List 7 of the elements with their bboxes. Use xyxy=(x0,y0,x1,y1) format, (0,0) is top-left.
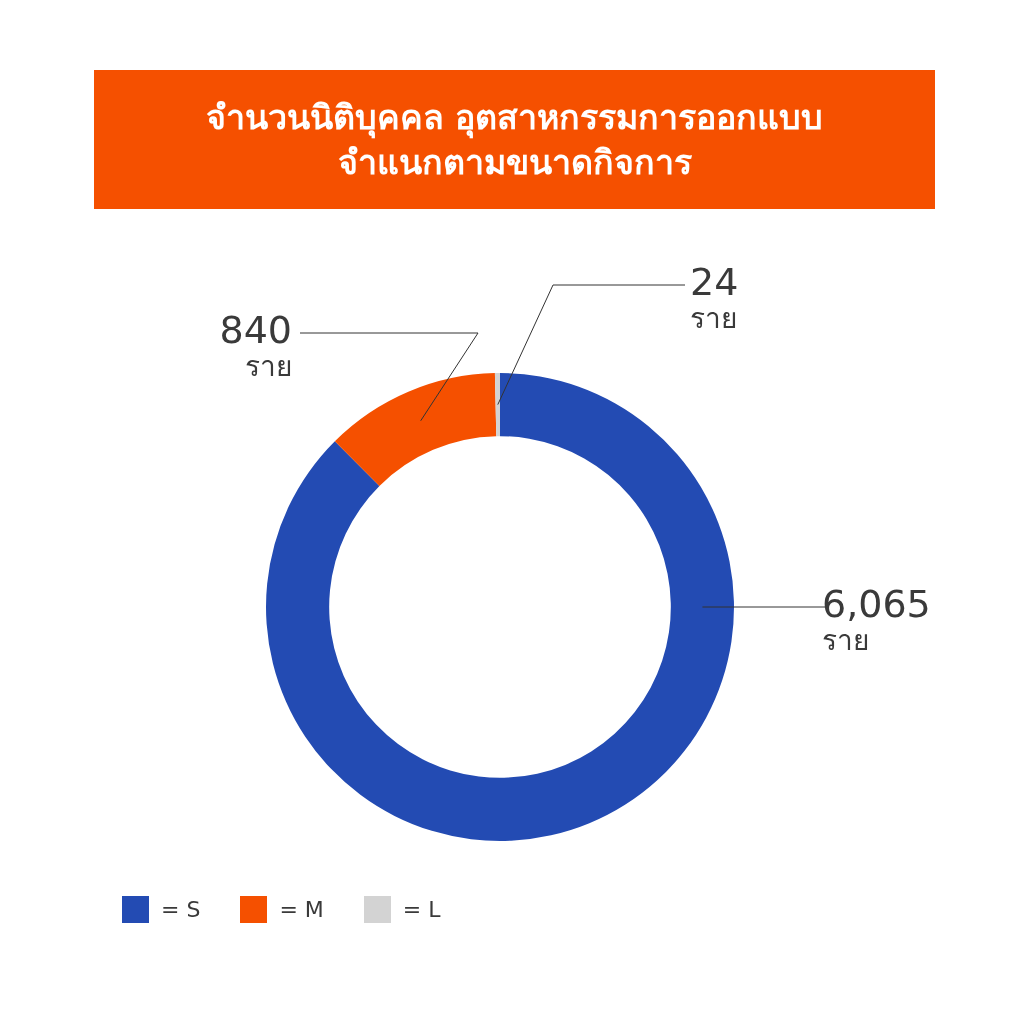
legend-label: = L xyxy=(402,897,441,922)
data-label: 6,065 ราย xyxy=(822,581,931,658)
legend-label: = M xyxy=(279,897,324,922)
data-label: 840 ราย xyxy=(219,307,292,384)
data-label: 24 ราย xyxy=(690,259,739,336)
legend-label: = S xyxy=(161,897,201,922)
chart-title: จำนวนนิติบุคคล อุตสาหกรรมการออกแบบ จำแนกตามขนาดกิจการ xyxy=(205,96,824,184)
